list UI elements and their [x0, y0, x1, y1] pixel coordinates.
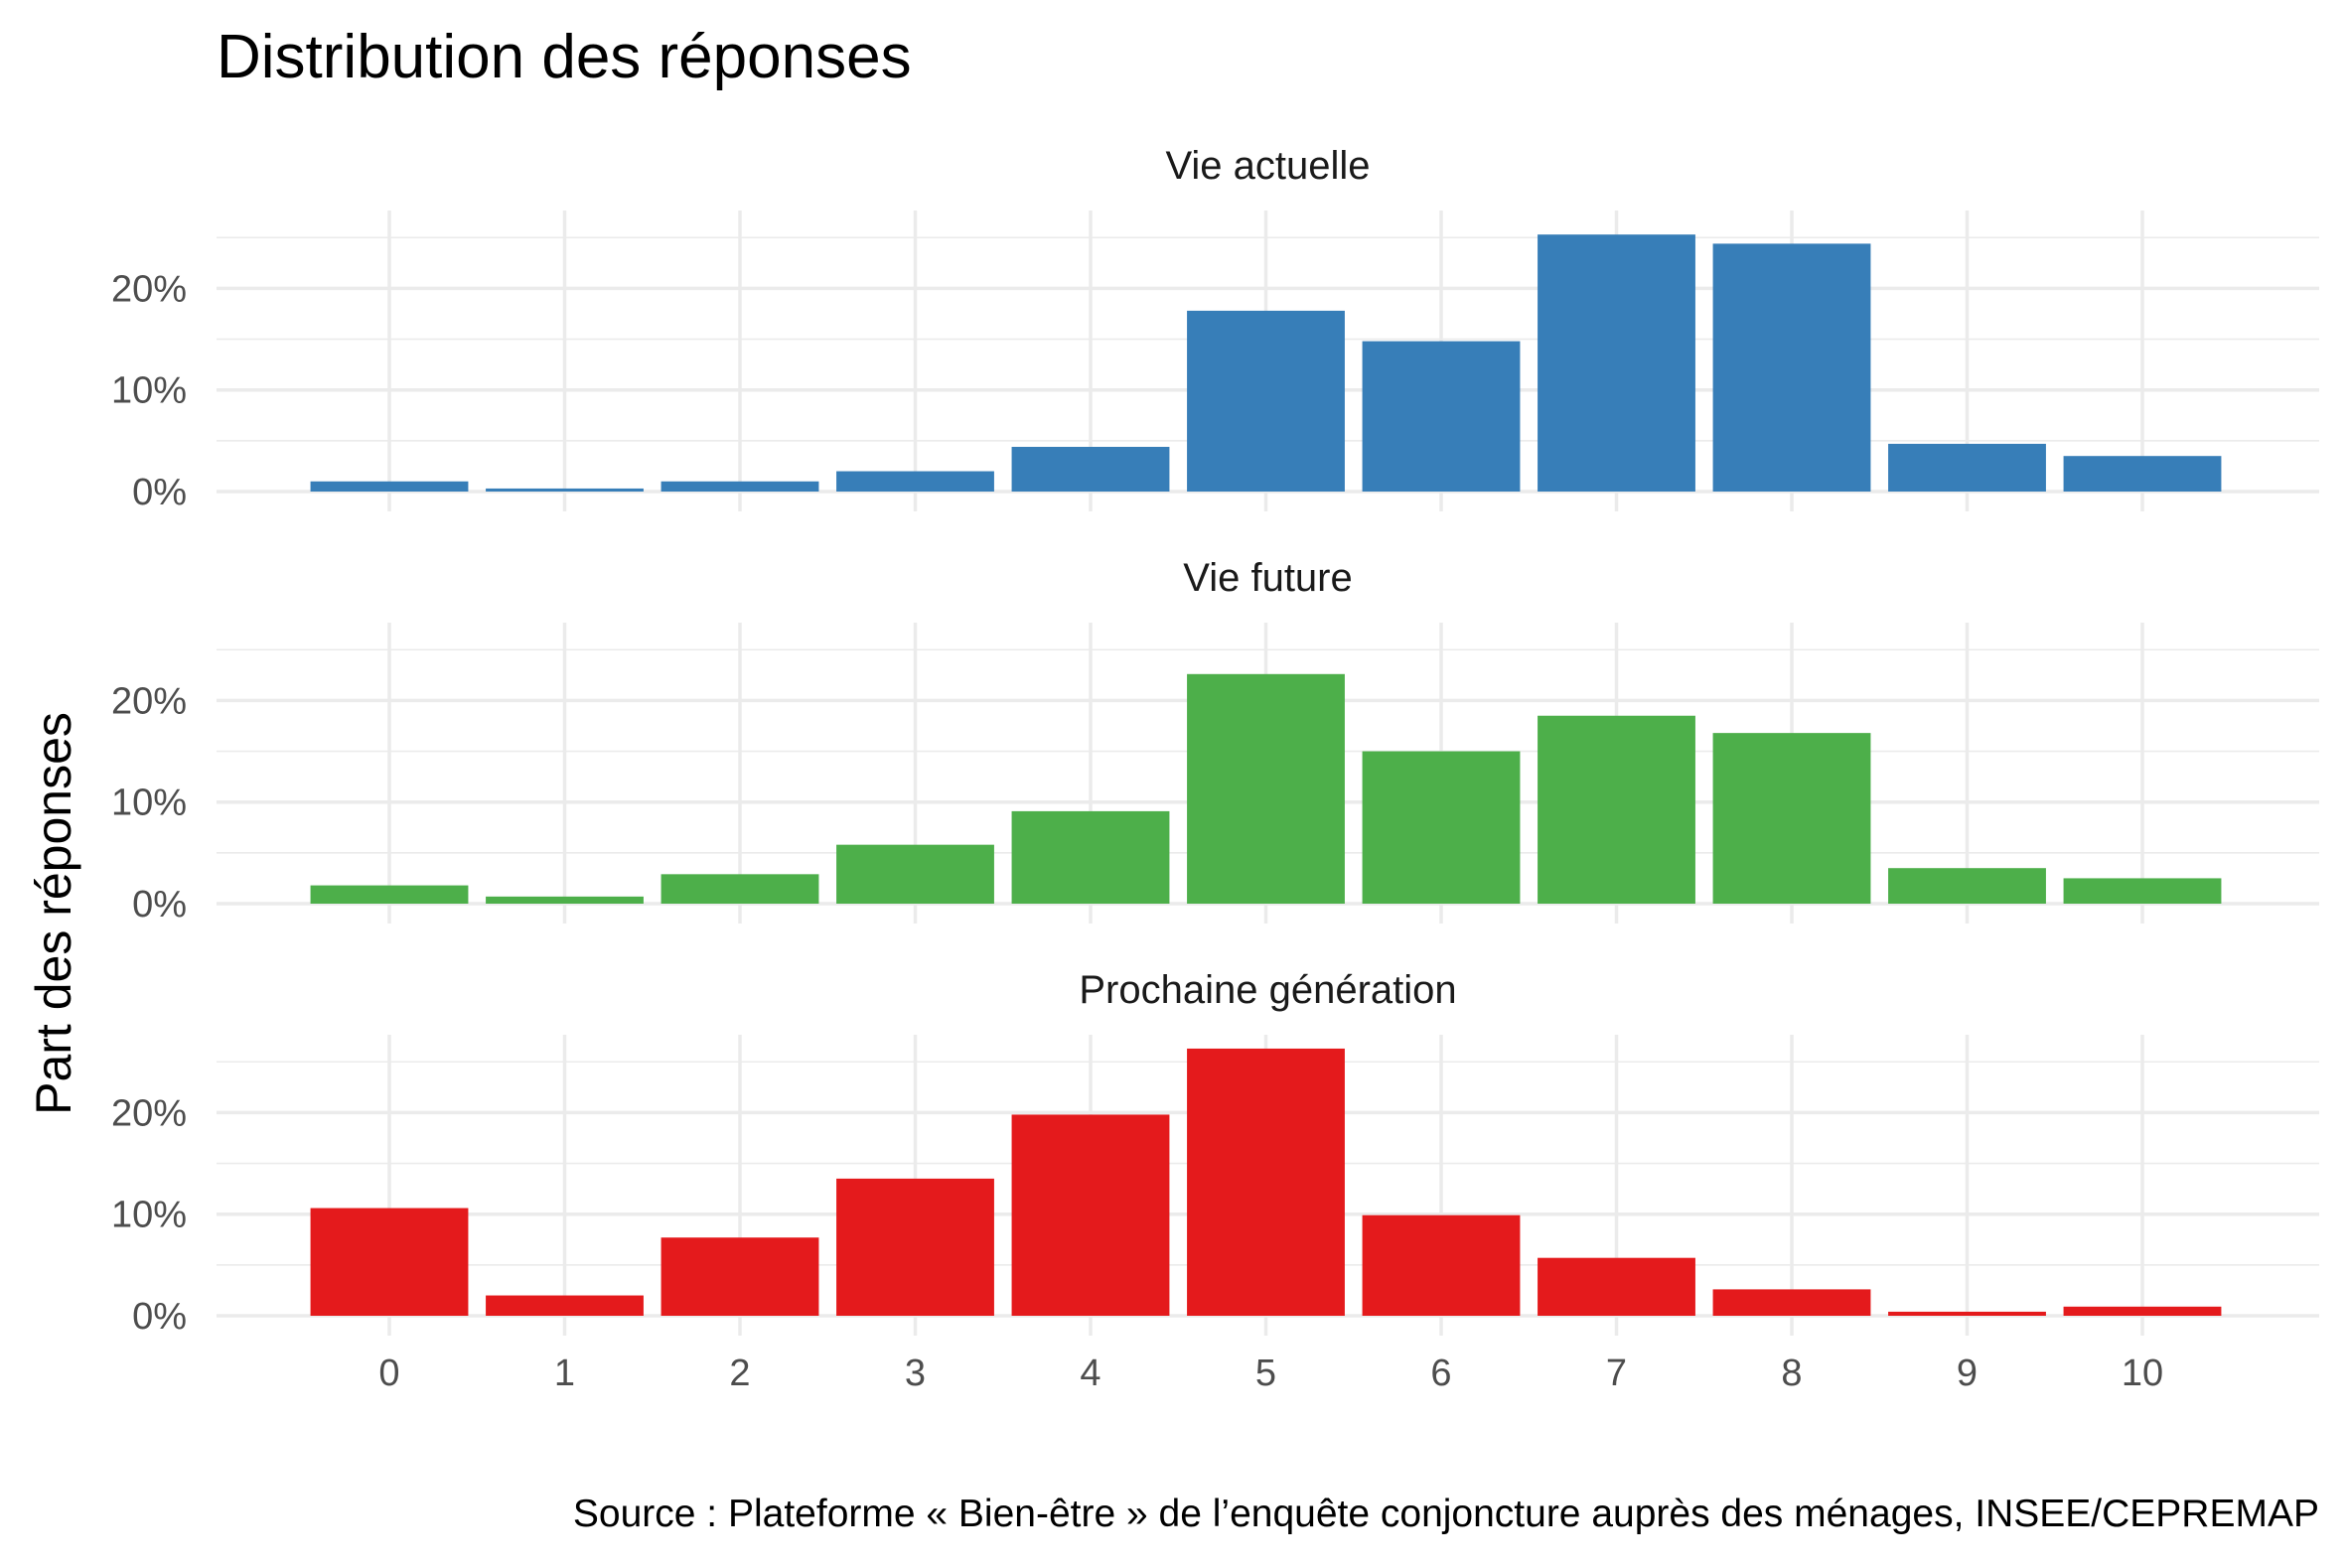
x-tick-label-2: 2 [729, 1353, 750, 1394]
x-tick-label-1: 1 [554, 1353, 575, 1394]
facet-panel-3: Prochaine génération 0% 10% 20% [111, 968, 2319, 1338]
x-tick-label-5: 5 [1255, 1353, 1276, 1394]
bar-0 [310, 885, 469, 904]
bar-2 [660, 1237, 819, 1316]
bar-4 [1011, 810, 1170, 904]
bar-10 [2063, 1306, 2222, 1316]
y-tick-label: 10% [111, 783, 187, 824]
x-tick-label-10: 10 [2122, 1353, 2163, 1394]
x-tick-label-0: 0 [378, 1353, 399, 1394]
bar-8 [1712, 733, 1871, 904]
bar-10 [2063, 456, 2222, 492]
facet-panel-1: Vie actuelle 0% 10% 20% [111, 144, 2319, 513]
bar-5 [1187, 310, 1345, 492]
y-tick-label: 20% [111, 680, 187, 722]
bar-10 [2063, 878, 2222, 904]
bar-1 [486, 1295, 644, 1316]
bar-5 [1187, 1048, 1345, 1316]
chart-title: Distribution des réponses [217, 23, 912, 91]
bar-0 [310, 1208, 469, 1316]
x-tick-label-6: 6 [1430, 1353, 1451, 1394]
bar-7 [1538, 234, 1695, 492]
bar-3 [836, 471, 994, 492]
bar-5 [1187, 673, 1345, 904]
y-tick-label: 20% [111, 1092, 187, 1134]
x-axis-ticks: 0 1 2 3 4 5 6 7 8 9 10 [378, 1353, 2163, 1394]
y-tick-label: 0% [132, 884, 187, 926]
panel-strip-label: Vie actuelle [1165, 144, 1370, 188]
bar-0 [310, 481, 469, 492]
x-tick-label-8: 8 [1781, 1353, 1802, 1394]
y-tick-label: 0% [132, 1296, 187, 1338]
x-tick-label-3: 3 [905, 1353, 926, 1394]
bar-1 [486, 896, 644, 904]
y-tick-label: 0% [132, 472, 187, 513]
x-tick-label-7: 7 [1606, 1353, 1627, 1394]
x-tick-label-4: 4 [1080, 1353, 1100, 1394]
bar-8 [1712, 243, 1871, 492]
y-tick-label: 10% [111, 370, 187, 412]
bar-2 [660, 481, 819, 492]
bar-1 [486, 488, 644, 492]
facet-panel-2: Vie future 0% 10% 20% [111, 556, 2319, 926]
x-tick-label-9: 9 [1957, 1353, 1978, 1394]
bar-8 [1712, 1289, 1871, 1316]
panel-strip-label: Vie future [1183, 556, 1353, 600]
source-caption: Source : Plateforme « Bien-être » de l’e… [573, 1493, 2319, 1535]
bar-6 [1362, 1214, 1521, 1316]
bar-4 [1011, 446, 1170, 492]
bar-7 [1538, 1257, 1695, 1316]
panel-strip-label: Prochaine génération [1079, 968, 1456, 1012]
bar-6 [1362, 751, 1521, 904]
bar-6 [1362, 341, 1521, 492]
y-tick-label: 10% [111, 1195, 187, 1236]
bar-3 [836, 1178, 994, 1316]
bar-3 [836, 844, 994, 904]
bar-9 [1888, 868, 2046, 904]
y-tick-label: 20% [111, 268, 187, 310]
bar-2 [660, 874, 819, 904]
bar-4 [1011, 1114, 1170, 1316]
bar-7 [1538, 715, 1695, 904]
bar-9 [1888, 443, 2046, 492]
bar-9 [1888, 1311, 2046, 1316]
y-axis-label: Part des réponses [26, 712, 81, 1115]
